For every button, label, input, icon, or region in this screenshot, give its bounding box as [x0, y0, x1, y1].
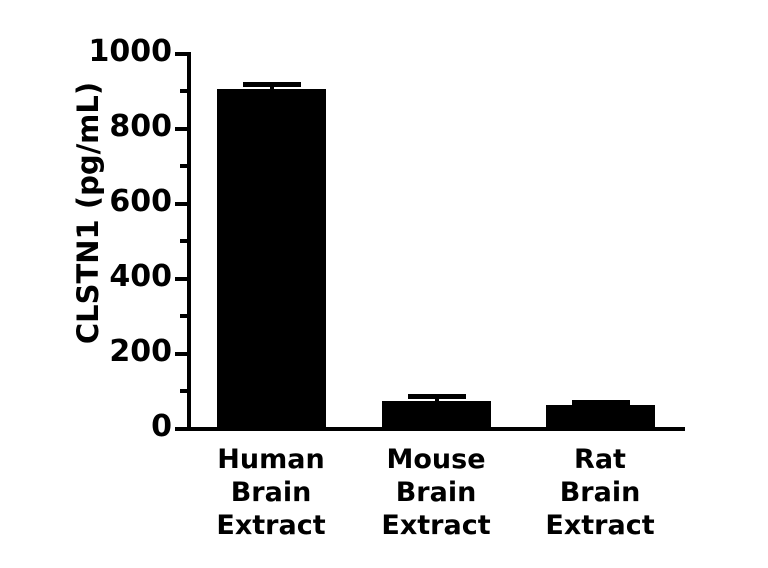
y-tick-minor-900 [180, 89, 188, 93]
y-tick-major-800 [175, 127, 188, 131]
x-axis-line [187, 427, 685, 431]
x-category-line-2: Brain [395, 477, 477, 508]
y-tick-minor-500 [180, 239, 188, 243]
x-category-line-1: Human [217, 444, 325, 475]
x-category-label-mouse: Mouse Brain Extract [366, 443, 506, 542]
x-category-label-human: Human Brain Extract [201, 443, 341, 542]
bar-human-brain-extract [217, 89, 326, 427]
x-category-line-3: Extract [381, 510, 491, 541]
y-tick-label-0: 0 [151, 409, 172, 444]
x-category-line-2: Brain [559, 477, 641, 508]
error-bar-cap-mouse [407, 394, 466, 399]
error-bar-line-mouse [434, 394, 439, 407]
y-tick-major-200 [175, 352, 188, 356]
error-bar-cap-human [242, 82, 301, 87]
y-tick-minor-300 [180, 314, 188, 318]
y-tick-label-400: 400 [109, 259, 172, 294]
y-tick-major-1000 [175, 52, 188, 56]
y-tick-label-1000: 1000 [88, 34, 173, 69]
y-tick-major-400 [175, 277, 188, 281]
x-category-line-3: Extract [216, 510, 326, 541]
y-tick-label-200: 200 [109, 334, 172, 369]
y-tick-major-600 [175, 202, 188, 206]
x-category-line-1: Mouse [386, 444, 486, 475]
y-tick-major-0 [175, 427, 188, 431]
y-tick-label-800: 800 [109, 109, 172, 144]
x-category-line-1: Rat [574, 444, 626, 475]
error-bar-line-human [269, 82, 274, 95]
y-tick-label-600: 600 [109, 184, 172, 219]
x-category-label-rat: Rat Brain Extract [530, 443, 670, 542]
error-bar-line-rat [598, 400, 603, 411]
y-tick-minor-700 [180, 164, 188, 168]
x-category-line-3: Extract [545, 510, 655, 541]
y-axis-line [187, 52, 191, 431]
bar-rat-brain-extract [546, 405, 655, 427]
y-tick-minor-100 [180, 389, 188, 393]
x-category-line-2: Brain [230, 477, 312, 508]
error-bar-cap-rat [571, 400, 630, 405]
